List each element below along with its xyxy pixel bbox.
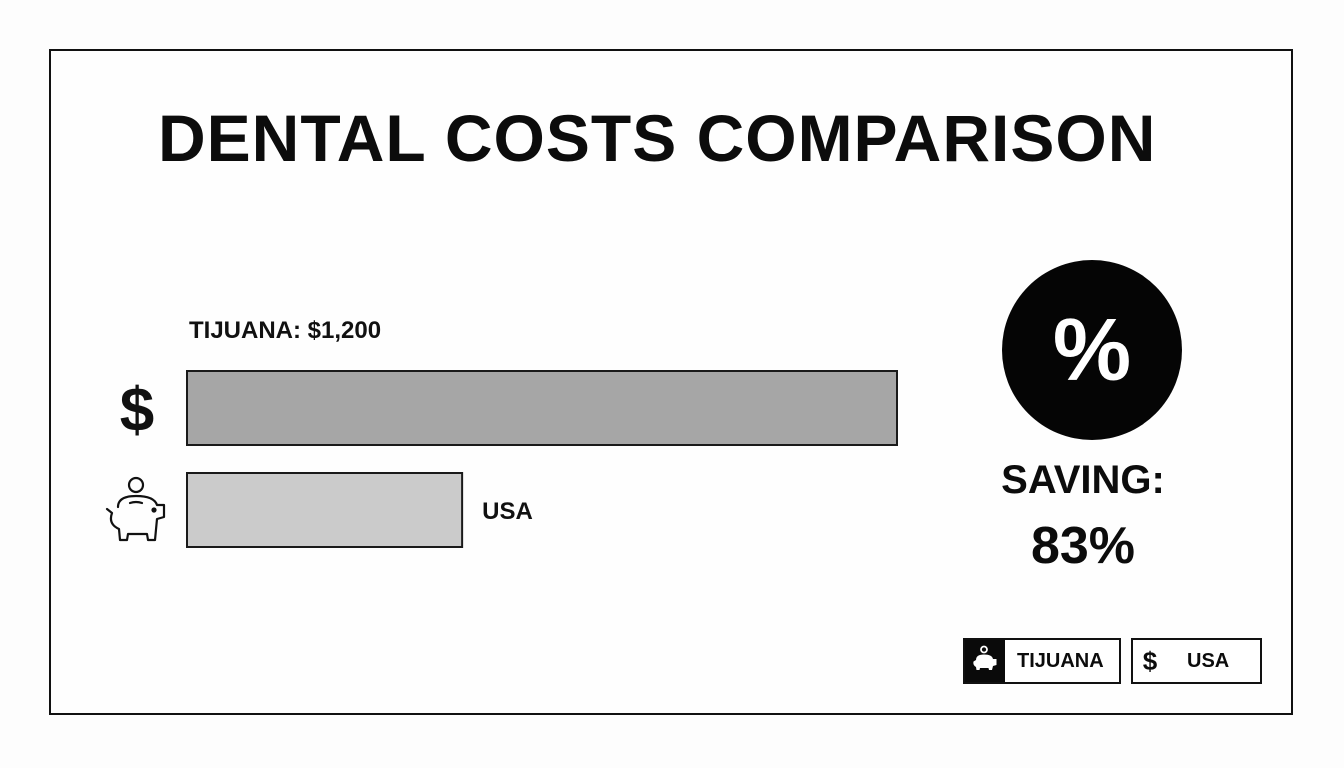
bar-label-usa: USA [482, 498, 533, 525]
chart-title: DENTAL COSTS COMPARISON [158, 101, 1157, 175]
dollar-icon: $ [120, 376, 154, 445]
legend-label-usa: USA [1187, 649, 1230, 672]
legend-item-usa: $ USA [1131, 638, 1262, 684]
legend-item-tijuana: TIJUANA [963, 638, 1121, 684]
legend-label-tijuana: TIJUANA [1017, 649, 1104, 672]
saving-value: 83% [1030, 517, 1136, 575]
bar-label-tijuana: TIJUANA: $1,200 [189, 317, 381, 344]
percent-icon: % [1002, 260, 1182, 440]
bar-usa [186, 472, 464, 548]
dollar-icon: $ [1142, 645, 1158, 676]
bar-tijuana [186, 370, 898, 446]
percent-symbol: % [1052, 300, 1132, 399]
saving-label: SAVING: [1001, 458, 1165, 502]
piggy-bank-icon [105, 476, 166, 542]
piggy-bank-icon [965, 640, 1005, 682]
